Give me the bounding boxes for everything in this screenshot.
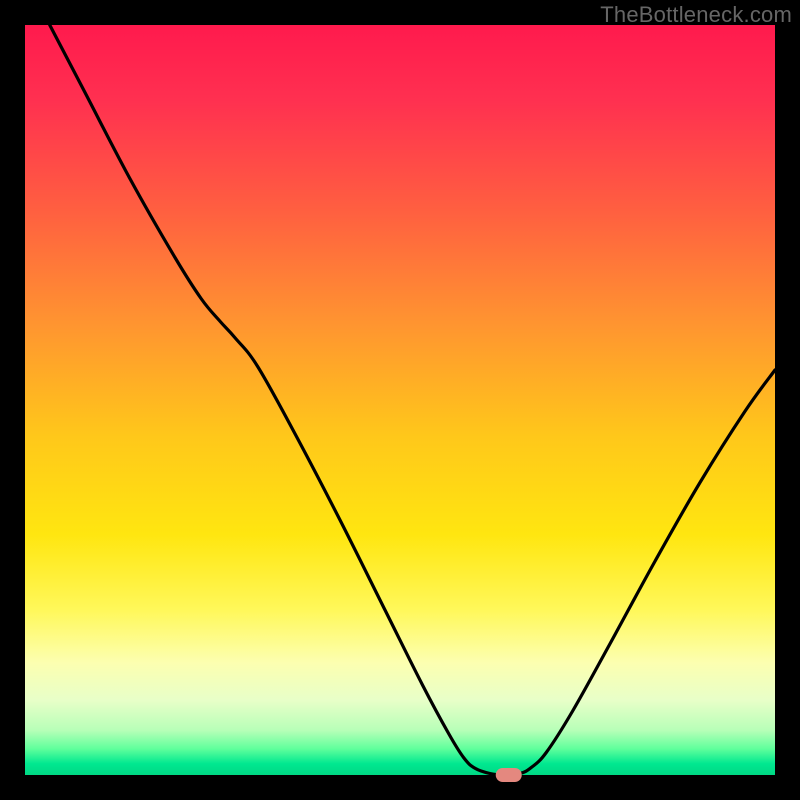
watermark-text: TheBottleneck.com bbox=[600, 2, 792, 28]
optimal-marker bbox=[496, 768, 522, 782]
bottleneck-chart bbox=[0, 0, 800, 800]
plot-background bbox=[25, 25, 775, 775]
chart-stage: TheBottleneck.com bbox=[0, 0, 800, 800]
